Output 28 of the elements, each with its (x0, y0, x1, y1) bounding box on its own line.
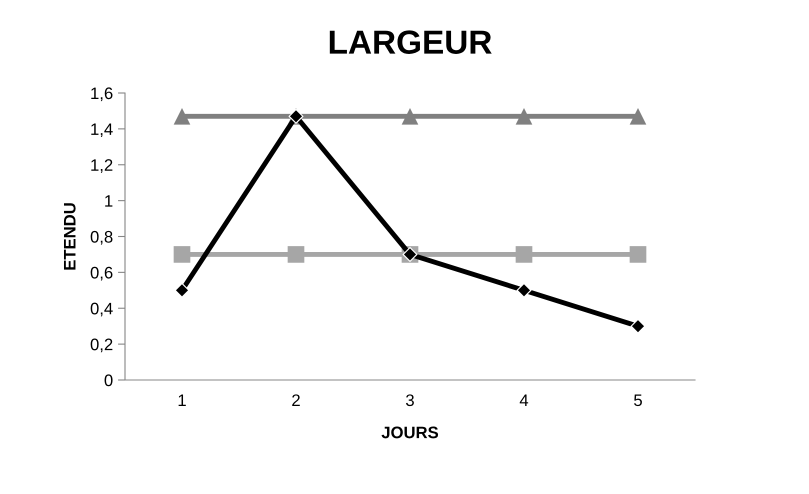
y-tick-label: 0 (104, 374, 113, 386)
point (174, 282, 190, 298)
point (174, 246, 190, 263)
y-tick-label: 0,4 (90, 302, 113, 316)
x-tick-label: 3 (406, 394, 414, 406)
x-axis-title: JOURS (382, 426, 438, 438)
point (630, 108, 646, 125)
x-tick-label: 2 (292, 394, 300, 406)
point (516, 108, 532, 125)
y-tick-label: 1,6 (91, 87, 112, 102)
y-tick-label: 1 (105, 195, 112, 207)
y-tick-label: 1,2 (91, 159, 112, 173)
y-axis-title: ETENDU (64, 203, 76, 270)
point (402, 108, 418, 125)
x-tick-label: 1 (178, 394, 186, 406)
x-tick-label: 5 (634, 394, 642, 406)
y-tick-label: 0,8 (90, 230, 112, 245)
point (630, 318, 646, 334)
point (174, 108, 190, 125)
point (288, 246, 304, 263)
y-tick-label: 0,2 (90, 338, 112, 352)
x-tick-label: 4 (520, 394, 528, 406)
point (516, 282, 532, 298)
y-tick-label: 1,4 (91, 123, 113, 138)
chart-title: LARGEUR (330, 30, 492, 54)
y-tick-label: 0,6 (90, 266, 112, 281)
point (630, 246, 646, 263)
point (516, 246, 532, 263)
